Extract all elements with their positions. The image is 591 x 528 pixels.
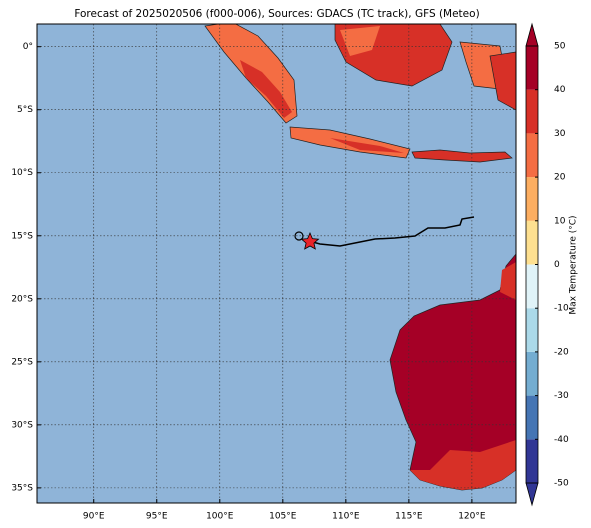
colorbar-segment — [526, 177, 538, 221]
lat-tick-label: 35°S — [11, 483, 33, 493]
colorbar-tick-label: 0 — [554, 260, 560, 270]
colorbar-tick-label: 40 — [554, 85, 566, 95]
colorbar-tick-label: -20 — [554, 347, 569, 357]
lat-tick-label: 0° — [23, 42, 33, 52]
colorbar-segment — [526, 395, 538, 440]
lon-tick-label: 115°E — [395, 512, 423, 522]
land-shade — [500, 262, 516, 300]
storm-track — [308, 216, 475, 247]
land-shade — [340, 26, 380, 56]
map-frame — [36, 23, 517, 504]
lon-tick-label: 100°E — [206, 512, 234, 522]
colorbar-segment — [526, 46, 538, 90]
colorbar-tick-label: -10 — [554, 304, 569, 314]
colorbar-segment — [526, 308, 538, 352]
land-shade — [330, 138, 404, 153]
colorbar-segment — [526, 439, 538, 483]
lon-tick-label: 90°E — [83, 512, 105, 522]
colorbar-segment — [526, 264, 538, 309]
lat-tick-label: 30°S — [11, 420, 33, 430]
colorbar-tick-label: 30 — [554, 129, 566, 139]
land-east — [489, 51, 516, 111]
map-title: Forecast of 2025020506 (f000-006), Sourc… — [74, 8, 479, 20]
lon-tick-label: 105°E — [269, 512, 297, 522]
colorbar-tick-label: -30 — [554, 391, 569, 401]
colorbar-extend-bottom — [525, 482, 539, 507]
lat-tick-label: 5°S — [17, 105, 33, 115]
storm-position — [300, 231, 320, 250]
colorbar-tick-label: 10 — [554, 216, 566, 226]
colorbar-extend-top — [525, 22, 539, 47]
map-area — [37, 24, 516, 503]
land-shade — [240, 60, 292, 118]
colorbar-tick-label: -40 — [554, 435, 569, 445]
lon-tick-label: 120°E — [458, 512, 486, 522]
lat-tick-label: 20°S — [11, 294, 33, 304]
lon-tick-label: 110°E — [332, 512, 360, 522]
track-start — [294, 231, 304, 241]
lon-tick-label: 95°E — [146, 512, 168, 522]
land-shade — [410, 440, 516, 490]
colorbar-segment — [526, 133, 538, 178]
colorbar-label: Max Temperature (°C) — [569, 215, 579, 314]
colorbar-tick-label: 50 — [554, 42, 566, 52]
colorbar-segment — [526, 89, 538, 134]
colorbar-tick-label: -50 — [554, 479, 569, 489]
colorbar-segment — [526, 220, 538, 265]
colorbar-tick-label: 20 — [554, 173, 566, 183]
lat-tick-label: 25°S — [11, 357, 33, 367]
colorbar-segment — [526, 351, 538, 396]
gridlines — [37, 24, 516, 503]
colorbar: -50 -40 -30 -20 -10 0 10 20 30 40 50 — [525, 22, 569, 507]
land-islands — [411, 149, 513, 163]
lat-tick-label: 10°S — [11, 168, 33, 178]
lat-tick-label: 15°S — [11, 231, 33, 241]
